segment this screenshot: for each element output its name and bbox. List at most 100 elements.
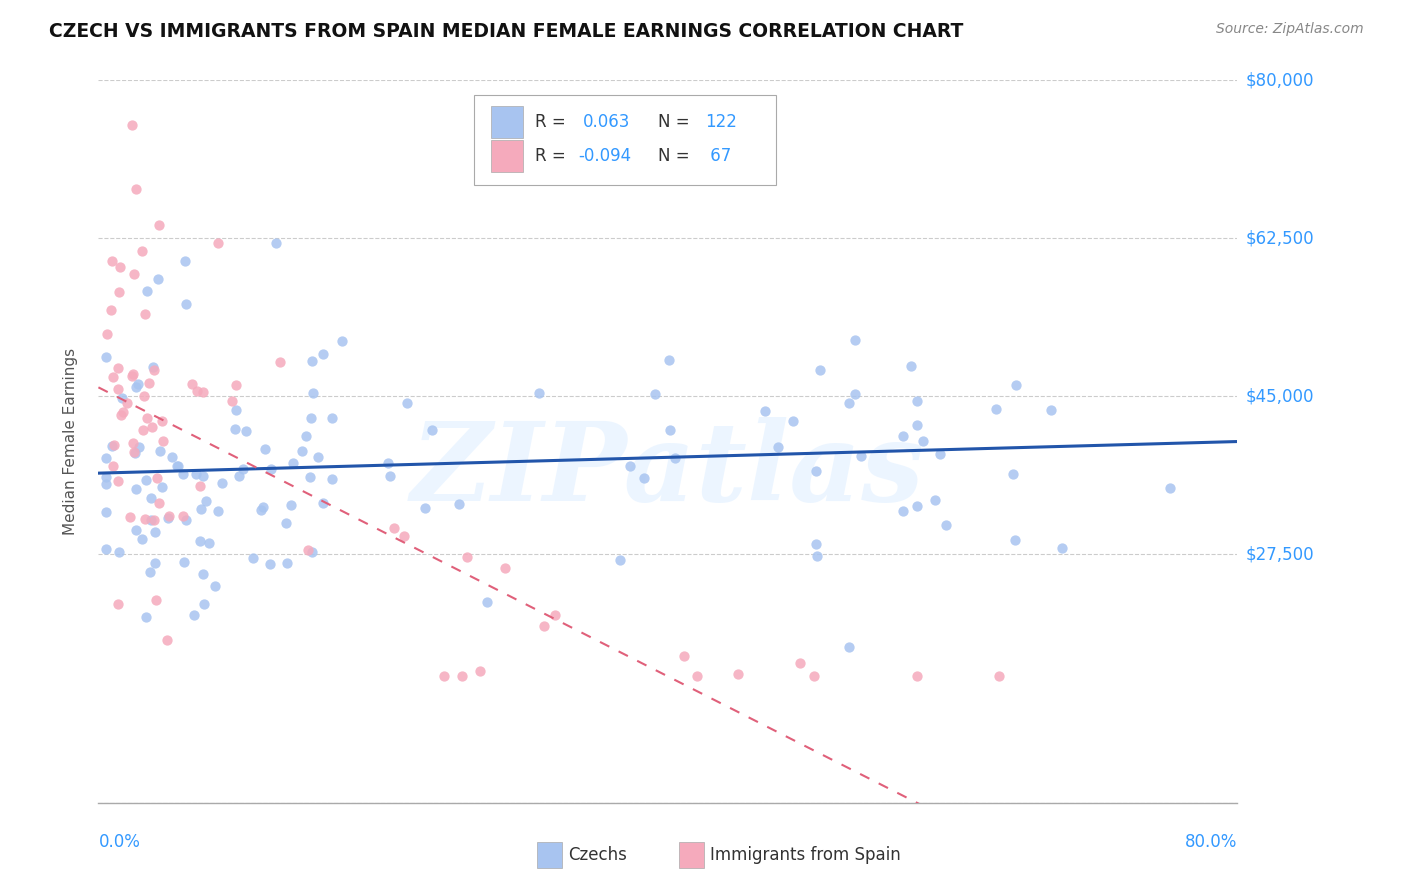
Point xyxy=(849,449,872,463)
Point xyxy=(808,363,831,377)
Point xyxy=(456,550,478,565)
Point xyxy=(433,669,456,683)
Point xyxy=(110,409,132,423)
Point xyxy=(131,244,153,258)
Point xyxy=(235,425,257,439)
Point xyxy=(186,384,208,398)
Point xyxy=(94,470,117,484)
Point xyxy=(806,537,828,551)
Point xyxy=(108,260,131,274)
Point xyxy=(420,423,443,437)
Point xyxy=(198,536,221,550)
Point xyxy=(122,268,145,282)
Point xyxy=(321,472,343,486)
Point xyxy=(139,491,162,506)
Point xyxy=(143,556,166,570)
Point xyxy=(107,361,129,376)
Text: 0.0%: 0.0% xyxy=(98,833,141,851)
Point xyxy=(142,363,165,377)
Point xyxy=(172,467,194,482)
Point xyxy=(103,437,125,451)
Point xyxy=(392,529,415,543)
Text: N =: N = xyxy=(658,113,695,131)
Point xyxy=(191,468,214,483)
Point xyxy=(94,451,117,466)
Text: -0.094: -0.094 xyxy=(578,147,631,165)
Point xyxy=(150,414,173,428)
Point xyxy=(727,667,749,681)
Point xyxy=(149,444,172,458)
Point xyxy=(494,561,516,575)
Point xyxy=(619,459,641,474)
Point xyxy=(94,504,117,518)
Y-axis label: Median Female Earnings: Median Female Earnings xyxy=(63,348,77,535)
Text: $45,000: $45,000 xyxy=(1246,387,1315,405)
Point xyxy=(224,422,246,436)
Point xyxy=(281,456,304,470)
Point xyxy=(108,285,131,299)
Point xyxy=(135,610,157,624)
Point xyxy=(132,388,155,402)
Point xyxy=(148,218,170,232)
Point xyxy=(984,401,1007,416)
Point xyxy=(122,436,145,450)
Point xyxy=(252,500,274,514)
Point xyxy=(194,494,217,508)
Point xyxy=(782,414,804,428)
Point xyxy=(101,253,124,268)
Point xyxy=(312,347,335,361)
Point xyxy=(242,551,264,566)
FancyBboxPatch shape xyxy=(474,95,776,185)
Point xyxy=(988,669,1011,683)
Point xyxy=(124,446,146,460)
Point xyxy=(139,565,162,579)
Point xyxy=(844,386,866,401)
Point xyxy=(803,669,825,683)
Bar xyxy=(491,106,523,138)
Point xyxy=(276,516,298,530)
Point xyxy=(150,480,173,494)
Point xyxy=(191,567,214,582)
Point xyxy=(297,542,319,557)
Point xyxy=(301,545,323,559)
Point xyxy=(307,450,329,464)
Point xyxy=(806,464,828,478)
Point xyxy=(157,510,180,524)
Point xyxy=(468,664,491,678)
Point xyxy=(664,451,686,466)
Point xyxy=(188,534,211,549)
Point xyxy=(312,495,335,509)
Point xyxy=(118,509,141,524)
Point xyxy=(117,396,139,410)
Point xyxy=(844,333,866,347)
Text: $62,500: $62,500 xyxy=(1246,229,1315,247)
Point xyxy=(905,417,928,432)
Point xyxy=(122,367,145,381)
Point xyxy=(139,513,162,527)
Point xyxy=(152,434,174,449)
Point xyxy=(533,619,555,633)
Point xyxy=(136,411,159,425)
Text: 67: 67 xyxy=(706,147,731,165)
Point xyxy=(131,533,153,547)
Text: N =: N = xyxy=(658,147,695,165)
Point xyxy=(125,380,148,394)
Point xyxy=(1004,533,1026,547)
Point xyxy=(543,607,565,622)
Point xyxy=(1040,402,1063,417)
Text: 0.063: 0.063 xyxy=(582,113,630,131)
Point xyxy=(658,352,681,367)
Point xyxy=(766,440,789,454)
Point xyxy=(94,350,117,364)
Point xyxy=(127,376,149,391)
Point xyxy=(101,459,124,474)
Point xyxy=(207,235,229,250)
Point xyxy=(112,404,135,418)
Point xyxy=(644,387,666,401)
Point xyxy=(1001,467,1024,482)
Point xyxy=(146,272,169,286)
Point xyxy=(302,386,325,401)
Point xyxy=(174,297,197,311)
Point xyxy=(1159,481,1181,495)
Point xyxy=(838,395,860,409)
